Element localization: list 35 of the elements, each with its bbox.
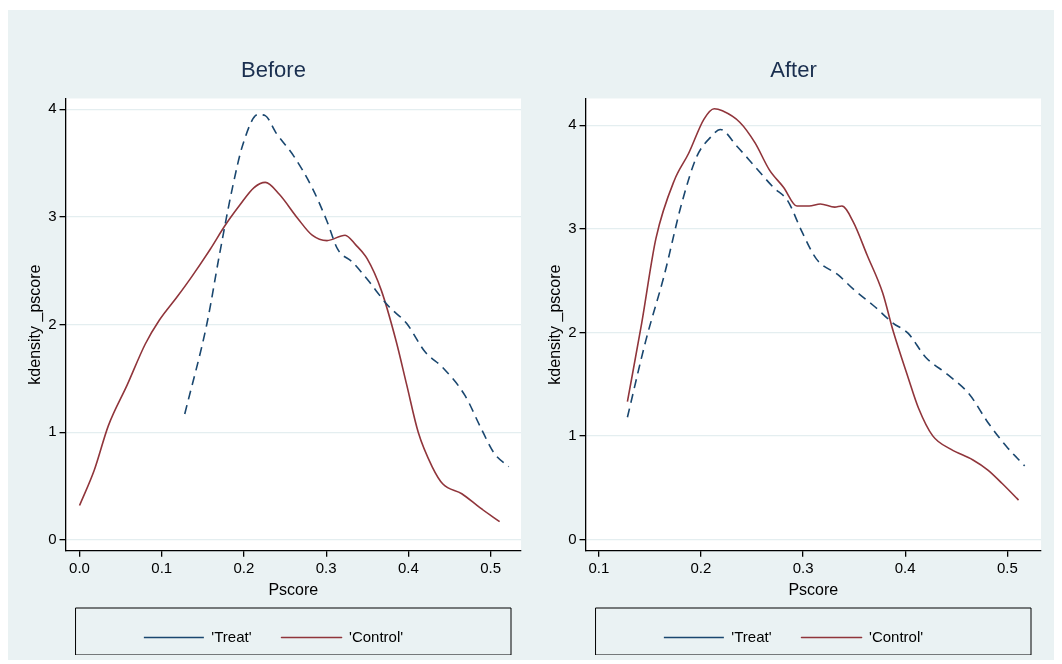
x-tick-label: 0.2 xyxy=(233,558,255,576)
legend-label: 'Treat' xyxy=(731,627,772,645)
x-tick-label: 0.3 xyxy=(315,558,337,576)
x-tick-label: 0.5 xyxy=(480,558,502,576)
x-tick-label: 0.4 xyxy=(894,558,916,576)
chart-title: Before xyxy=(241,57,306,83)
y-axis-title: kdensity _pscore xyxy=(546,264,565,385)
chart-title: After xyxy=(770,57,817,83)
line-series xyxy=(626,107,1020,501)
x-tick-label: 0.3 xyxy=(792,558,814,576)
y-tick-label: 2 xyxy=(48,314,57,332)
x-tick-label: 0.4 xyxy=(397,558,419,576)
y-tick-label: 1 xyxy=(568,426,577,444)
x-axis-title: Pscore xyxy=(788,580,839,598)
x-tick-label: 0.1 xyxy=(151,558,173,576)
legend-label: 'Control' xyxy=(349,627,404,645)
x-tick-label: 0.2 xyxy=(690,558,712,576)
x-tick-label: 0.0 xyxy=(69,558,90,576)
y-tick-label: 3 xyxy=(48,207,57,225)
y-tick-label: 4 xyxy=(48,99,57,117)
x-axis-title: Pscore xyxy=(268,580,319,598)
y-tick-label: 0 xyxy=(48,530,57,548)
legend-label: 'Treat' xyxy=(211,627,252,645)
line-series xyxy=(183,113,510,468)
y-axis-title: kdensity _pscore xyxy=(26,264,45,385)
x-tick-label: 0.1 xyxy=(588,558,610,576)
line-series xyxy=(78,181,501,523)
y-tick-label: 3 xyxy=(568,218,577,236)
y-tick-label: 0 xyxy=(568,529,577,547)
line-series xyxy=(626,128,1026,467)
y-tick-label: 2 xyxy=(568,322,577,340)
legend-label: 'Control' xyxy=(869,627,924,645)
y-tick-label: 1 xyxy=(48,422,57,440)
y-tick-label: 4 xyxy=(568,115,577,133)
x-tick-label: 0.5 xyxy=(996,558,1018,576)
